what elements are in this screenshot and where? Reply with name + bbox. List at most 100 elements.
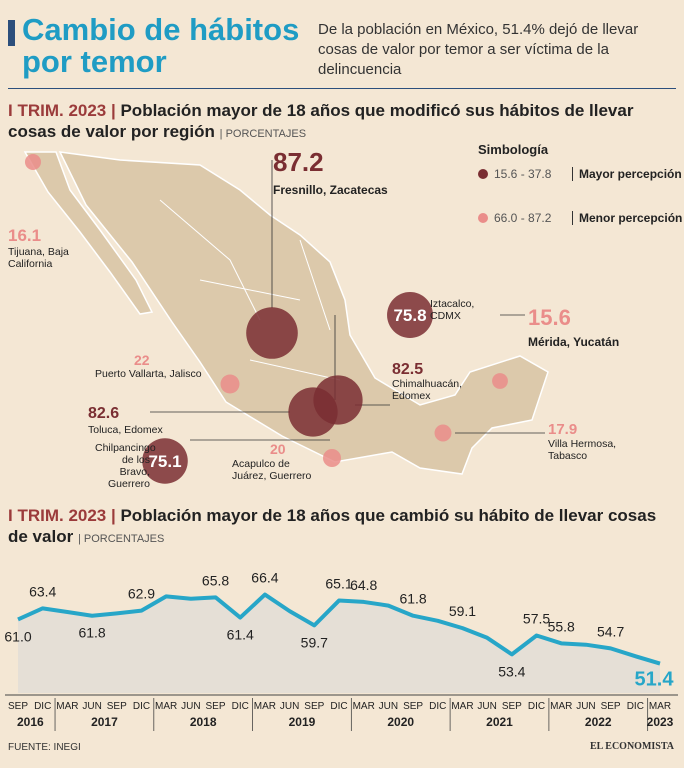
bubble [24,153,42,171]
city-label: Toluca, Edomex [88,424,163,436]
value-label: 66.4 [251,570,278,586]
bubble [492,373,508,389]
city-label: Mérida, Yucatán [528,335,620,349]
value-label: 59.7 [301,634,328,650]
x-tick-label: DIC [429,701,446,712]
bubble [387,292,433,338]
x-tick-label: MAR [254,701,276,712]
city-label: Villa Hermosa, Tabasco [548,438,617,462]
legend-range: 15.6 - 37.8 [494,167,552,181]
legend-item: 66.0 - 87.2 Menor percepción [478,207,682,229]
country-shape [23,151,549,475]
x-tick-label: SEP [206,701,226,712]
title: Cambio de hábitos por temor [22,12,300,79]
line-heading: I TRIM. 2023Población mayor de 18 años q… [8,505,668,550]
x-tick-label: JUN [477,701,496,712]
value-label: 82.6 [88,405,120,422]
value-label: 20 [270,441,286,457]
value-label: 64.8 [350,577,377,593]
x-tick-label: DIC [627,701,644,712]
x-tick-label: JUN [181,701,200,712]
value-label: 15.6 [528,305,571,330]
city-label: Iztacalco, CDMX [430,298,475,322]
value-label: 61.8 [399,591,426,607]
year-label: 2022 [585,715,612,729]
legend-label: Mayor percepción [572,167,682,181]
bubble [142,438,188,484]
value-label: 75.1 [148,452,181,471]
year-label: 2016 [17,715,44,729]
area [18,594,660,693]
map-heading: I TRIM. 2023Población mayor de 18 años q… [8,100,668,145]
value-label: 61.0 [4,628,31,644]
value-label: 62.9 [128,586,155,602]
line-title: Población mayor de 18 años que cambió su… [8,506,657,546]
x-tick-label: DIC [330,701,347,712]
legend: Simbología 15.6 - 37.8 Mayor percepción 66.… [478,142,682,229]
legend-range: 66.0 - 87.2 [494,211,552,225]
x-tick-label: JUN [280,701,299,712]
year-label: 2023 [647,715,674,729]
value-label: 16.1 [8,226,42,245]
value-label: 17.9 [548,421,578,438]
legend-swatch [478,213,488,223]
legend-label: Menor percepción [572,211,682,225]
value-label: 65.8 [202,572,229,588]
title-bar [8,20,15,46]
city-label: Acapulco de Juárez, Guerrero [232,458,312,482]
city-label: Fresnillo, Zacatecas [273,183,388,197]
x-tick-label: SEP [403,701,423,712]
year-label: 2018 [190,715,217,729]
x-tick-label: MAR [550,701,572,712]
year-label: 2019 [289,715,316,729]
x-tick-label: DIC [232,701,249,712]
x-tick-label: MAR [649,701,671,712]
legend-item: 15.6 - 37.8 Mayor percepción [478,163,682,185]
x-tick-label: MAR [353,701,375,712]
x-tick-label: DIC [133,701,150,712]
bubble [288,387,338,437]
value-label: 54.7 [597,623,624,639]
subtitle: De la población en México, 51.4% dejó de… [318,21,639,78]
line [17,592,661,666]
bubble [323,449,341,467]
peninsula [23,151,154,315]
x-tick-label: MAR [155,701,177,712]
year-label: 2021 [486,715,513,729]
x-tick-label: JUN [82,701,101,712]
x-tick-label: MAR [451,701,473,712]
x-tick-label: SEP [107,701,127,712]
value-label: 65.1 [325,576,352,592]
unit: PORCENTAJES [78,533,164,545]
value-label: 61.4 [227,627,254,643]
city-label: Puerto Vallarta, Jalisco [95,368,202,380]
year-label: 2020 [387,715,414,729]
x-tick-label: JUN [576,701,595,712]
legend-title: Simbología [478,142,549,157]
year-label: 2017 [91,715,118,729]
period: I TRIM. 2023 [8,506,120,525]
value-label: 22 [134,352,150,368]
value-label: 75.8 [393,306,426,325]
x-tick-label: DIC [34,701,51,712]
x-tick-label: JUN [379,701,398,712]
bubble [220,374,240,394]
x-tick-label: SEP [601,701,621,712]
rule [8,88,676,89]
value-label: 63.4 [29,583,56,599]
value-label: 55.8 [548,618,575,634]
x-tick-label: SEP [304,701,324,712]
x-tick-label: MAR [56,701,78,712]
unit: PORCENTAJES [220,128,306,140]
value-label: 53.4 [498,663,525,679]
mainland [58,151,549,475]
brand: EL ECONOMISTA [590,741,674,752]
bubble [434,424,452,442]
map: 75.8 75.1 [23,151,549,484]
legend-swatch [478,169,488,179]
value-label: 82.5 [392,361,424,378]
x-tick-label: SEP [8,701,28,712]
value-label: 51.4 [635,669,675,691]
line-chart: 61.0 63.4 61.8 62.9 65.8 61.4 66.4 59.7 65.164.8… [4,570,678,731]
